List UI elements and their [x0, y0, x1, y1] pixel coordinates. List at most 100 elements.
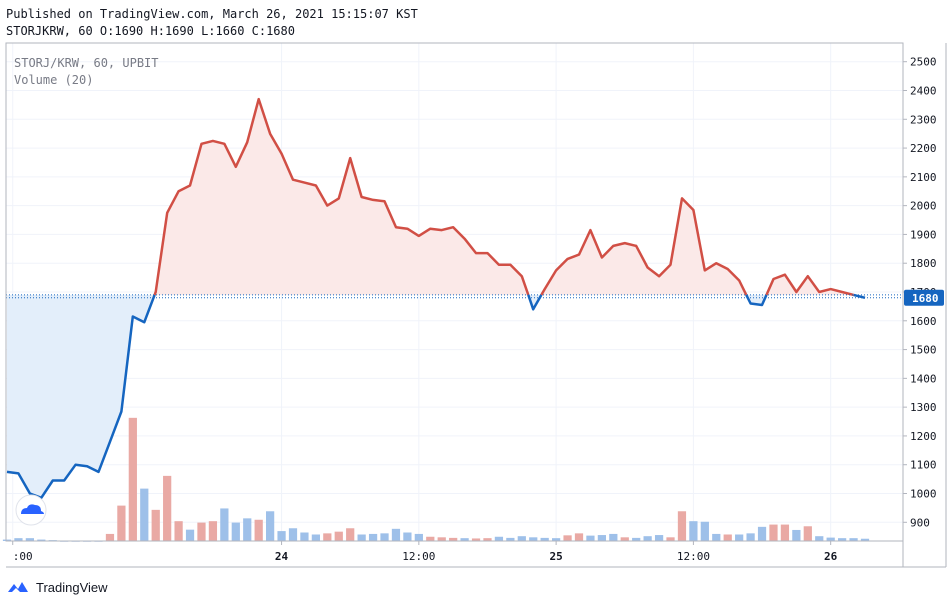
published-caption: Published on TradingView.com, March 26, … — [6, 7, 418, 21]
last-price-badge-label: 1680 — [912, 292, 939, 305]
volume-bar — [757, 526, 767, 541]
volume-bar — [220, 508, 229, 541]
volume-bar — [380, 533, 389, 541]
volume-bar — [597, 535, 606, 541]
volume-bar — [483, 538, 492, 541]
price-series — [540, 197, 748, 296]
price-tick-label: 1300 — [910, 401, 937, 414]
volume-bar — [540, 537, 549, 541]
volume-bar — [25, 538, 34, 541]
volume-bar — [460, 538, 469, 541]
symbol-legend: STORJ/KRW, 60, UPBIT — [14, 56, 159, 70]
volume-bar — [677, 511, 687, 541]
last-price-badge-bg — [904, 289, 944, 306]
volume-bar — [609, 533, 618, 541]
volume-bar — [620, 537, 629, 541]
volume-bar — [735, 534, 744, 541]
price-tick-label: 1800 — [910, 257, 937, 270]
footer-brand[interactable]: TradingView — [6, 577, 108, 597]
volume-bar — [529, 537, 538, 541]
volume-bar — [746, 533, 755, 541]
volume-bar — [574, 533, 584, 541]
price-tick-label: 2200 — [910, 142, 937, 155]
volume-bar — [563, 535, 572, 541]
volume-bar — [449, 537, 458, 541]
cloud-icon — [21, 504, 44, 514]
price-tick-label: 2000 — [910, 200, 937, 213]
volume-bar — [838, 538, 847, 541]
volume-bar — [231, 522, 240, 541]
volume-bar — [334, 531, 343, 541]
volume-bar — [666, 537, 675, 541]
volume-bar — [815, 536, 824, 541]
price-tick-label: 2400 — [910, 84, 937, 97]
tv-watermark-button[interactable] — [15, 494, 47, 526]
volume-bar — [105, 533, 115, 541]
area-fill — [7, 294, 155, 498]
area-fill — [541, 198, 747, 295]
price-series — [6, 294, 156, 500]
time-tick-label: :00 — [13, 550, 33, 563]
volume-bar — [826, 537, 835, 541]
price-series — [765, 273, 854, 297]
volume-bar — [140, 488, 149, 541]
price-tick-label: 1900 — [910, 228, 937, 241]
price-line — [6, 97, 866, 500]
volume-bar — [243, 518, 252, 541]
volume-bar — [197, 522, 206, 541]
volume-bar — [391, 528, 401, 541]
price-tick-label: 2500 — [910, 56, 937, 69]
volume-bar — [346, 528, 355, 541]
price-series — [853, 293, 866, 300]
volume-bar — [517, 536, 526, 541]
volume-bar — [311, 534, 320, 541]
volume-bar — [288, 528, 298, 541]
volume-bar — [689, 521, 698, 541]
volume-bar — [803, 526, 812, 541]
price-tick-label: 1000 — [910, 488, 937, 501]
time-tick-label: 12:00 — [402, 550, 435, 563]
volume-bar — [403, 532, 412, 541]
price-tick-label: 1100 — [910, 459, 937, 472]
volume-bar — [643, 536, 652, 541]
volume-bar — [723, 534, 732, 541]
volume-bar — [654, 535, 664, 541]
price-series — [527, 294, 543, 311]
volume-bars — [2, 417, 870, 542]
volume-bar — [163, 475, 172, 541]
volume-bar — [414, 533, 423, 541]
time-tick-label: 12:00 — [677, 550, 710, 563]
volume-bar — [700, 521, 709, 541]
volume-bar — [14, 538, 23, 541]
price-series — [745, 294, 768, 307]
price-tick-label: 1200 — [910, 430, 937, 443]
price-tick-label: 900 — [910, 516, 930, 529]
volume-bar — [208, 521, 218, 541]
volume-bar — [185, 529, 195, 541]
time-tick-label: 26 — [824, 550, 838, 563]
volume-bar — [769, 524, 778, 541]
volume-bar — [849, 538, 858, 541]
volume-bar — [471, 538, 481, 541]
volume-bar — [494, 536, 504, 541]
volume-bar — [254, 519, 263, 541]
volume-bar — [368, 533, 378, 541]
volume-bar — [2, 539, 12, 541]
volume-bar — [174, 521, 183, 541]
last-price-line — [6, 294, 903, 299]
volume-bar — [277, 531, 286, 541]
price-tick-label: 1400 — [910, 372, 937, 385]
volume-bar — [151, 509, 160, 541]
volume-bar — [128, 417, 137, 541]
time-tick-label: 25 — [549, 550, 562, 563]
volume-bar — [552, 538, 561, 541]
time-tick-label: 24 — [275, 550, 289, 563]
volume-bar — [586, 535, 595, 541]
volume-bar — [266, 511, 275, 541]
volume-bar — [860, 538, 870, 541]
price-tick-label: 2100 — [910, 171, 937, 184]
volume-bar — [780, 524, 790, 541]
footer-brand-label: TradingView — [36, 579, 108, 595]
volume-bar — [323, 533, 332, 541]
